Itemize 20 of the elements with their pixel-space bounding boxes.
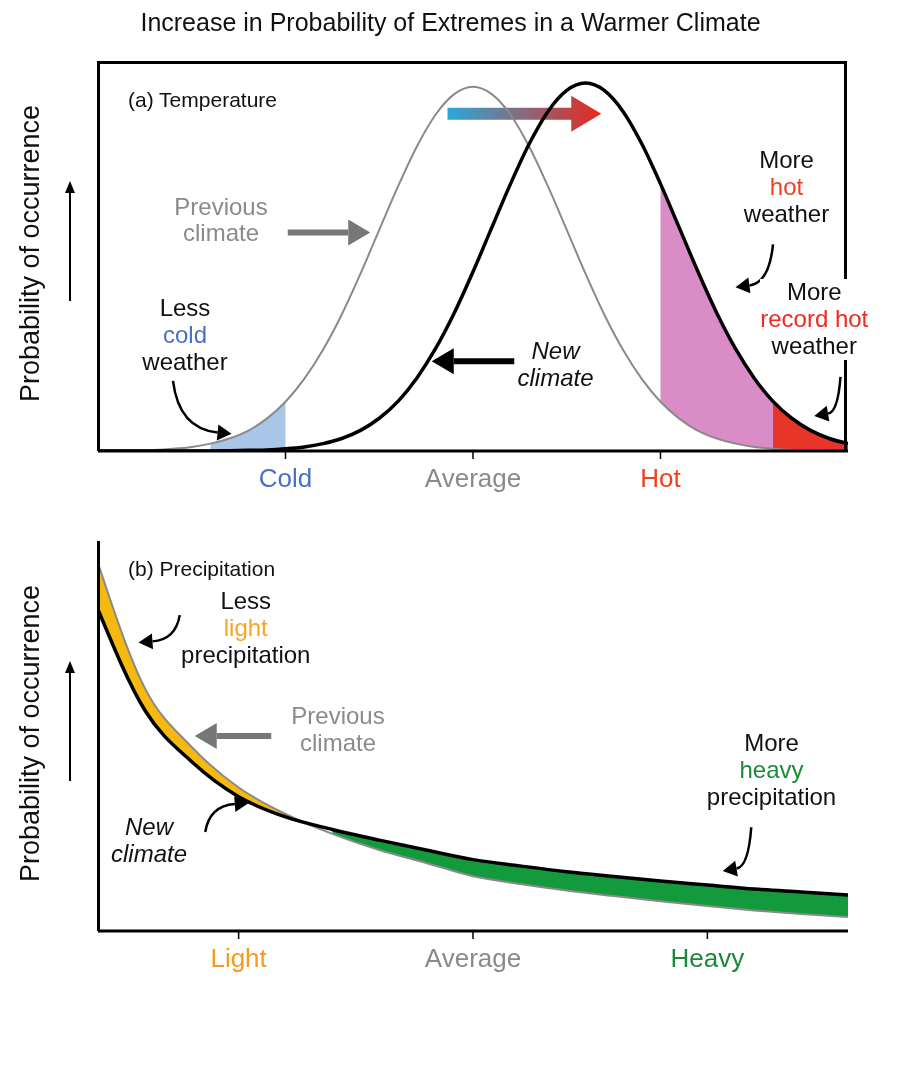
x-tick-label: Heavy: [670, 943, 745, 973]
annotation: (b) Precipitation: [128, 556, 276, 581]
x-tick-label: Average: [424, 943, 522, 973]
annotation: More record hot weather: [760, 278, 869, 361]
annotation: More hot weather: [743, 145, 830, 228]
series-label: New climate: [110, 813, 188, 868]
text: Previous climate: [291, 701, 385, 757]
annotation: Less cold weather: [142, 294, 228, 376]
y-axis-title: Probability of occurrence: [14, 583, 46, 885]
text: Previous climate: [174, 192, 268, 248]
x-tick-label: Hot: [640, 463, 682, 493]
annotation: (a) Temperature: [128, 88, 278, 112]
annotation: Less light precipitation: [181, 586, 311, 669]
annotation: More heavy precipitation: [706, 729, 837, 811]
x-tick-label: Cold: [258, 463, 313, 493]
legend-label: New climate: [517, 336, 594, 392]
y-axis-title: Probability of occurrence: [14, 103, 46, 405]
x-tick-label: Light: [210, 943, 268, 973]
x-tick-label: Average: [424, 463, 522, 493]
chart-title: Increase in Probability of Extremes in a Warmer Climate: [139, 8, 762, 37]
